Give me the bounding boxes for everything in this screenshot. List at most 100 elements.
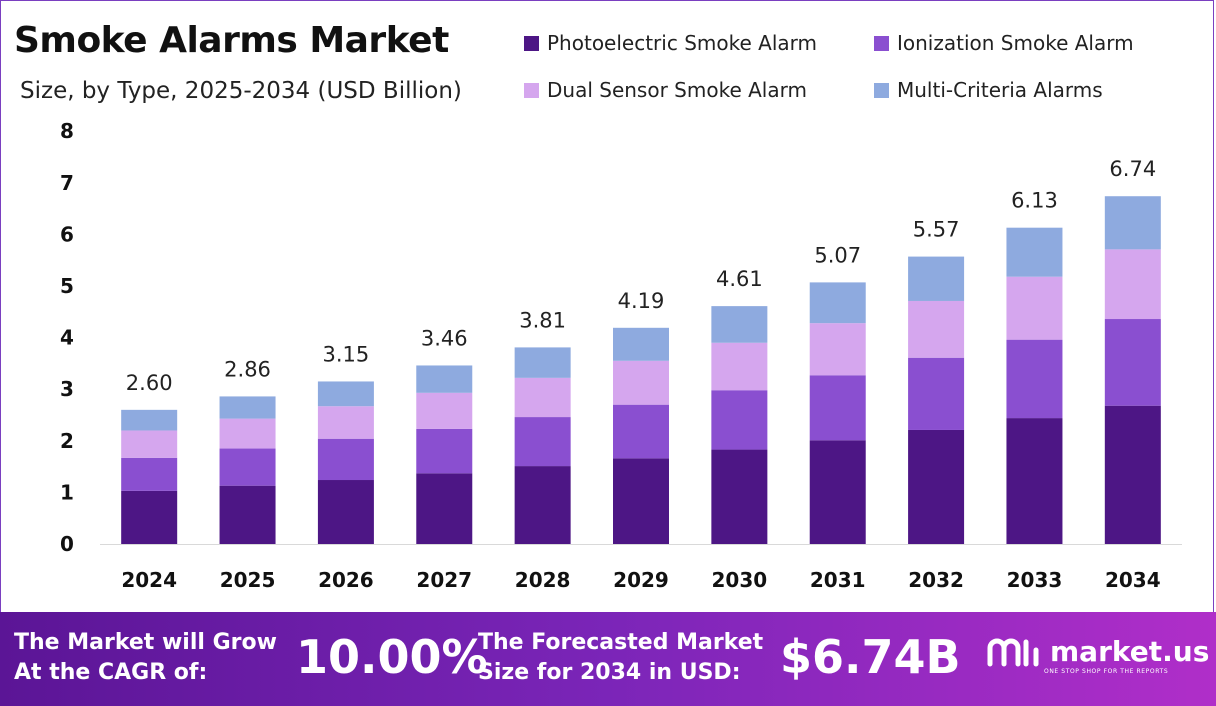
x-tick-label: 2032: [908, 568, 964, 592]
chart-title: Smoke Alarms Market: [14, 20, 449, 61]
forecast-label: The Forecasted Market Size for 2034 in U…: [478, 628, 763, 688]
bar-segment: [1006, 418, 1063, 544]
bar-segment: [613, 327, 669, 361]
forecast-label-line2: Size for 2034 in USD:: [478, 660, 741, 685]
total-data-label: 4.19: [618, 289, 665, 313]
bar-segment: [514, 347, 571, 378]
bar-segment: [416, 392, 473, 429]
x-tick-label: 2024: [121, 568, 177, 592]
bar-segment: [219, 485, 276, 544]
logo-tagline: ONE STOP SHOP FOR THE REPORTS: [1044, 668, 1169, 675]
market-us-logo-icon: [987, 638, 1039, 667]
bar-segment: [317, 381, 374, 407]
bar-segment: [711, 449, 768, 544]
y-tick-label: 5: [60, 274, 74, 298]
bar-segment: [613, 458, 669, 544]
x-tick-label: 2028: [515, 568, 571, 592]
bar-segment: [908, 256, 965, 301]
x-tick-label: 2029: [613, 568, 669, 592]
y-tick-label: 8: [60, 119, 74, 143]
bar-segment: [121, 430, 178, 458]
bar-segment: [121, 457, 178, 491]
total-data-label: 5.57: [913, 218, 960, 242]
y-tick-label: 7: [60, 171, 74, 195]
total-data-label: 3.81: [519, 308, 566, 332]
legend-item-multi-criteria: Multi-Criteria Alarms: [874, 78, 1103, 102]
y-tick-label: 4: [60, 326, 74, 350]
bar-segment: [809, 282, 866, 324]
bar-segment: [514, 466, 571, 544]
x-tick-label: 2033: [1007, 568, 1063, 592]
legend-swatch: [874, 82, 889, 98]
legend-item-ionization: Ionization Smoke Alarm: [874, 31, 1134, 55]
bar-segment: [613, 360, 669, 405]
bar-segment: [317, 480, 374, 544]
forecast-label-line1: The Forecasted Market: [478, 630, 764, 655]
legend-label: Ionization Smoke Alarm: [897, 31, 1134, 55]
x-tick-label: 2027: [416, 568, 472, 592]
bar-segment: [1104, 319, 1161, 406]
bar-segment: [317, 406, 374, 439]
total-data-label: 6.74: [1109, 157, 1156, 181]
stacked-bar-chart: 0 1 2 3 4 5 6 7 8 2.60 2024 2.86 2025 3.15 2026 3.46 202…: [60, 119, 1182, 592]
x-tick-label: 2034: [1105, 568, 1161, 592]
forecast-value: $6.74B: [780, 630, 961, 684]
legend-label: Multi-Criteria Alarms: [897, 78, 1103, 102]
bar-segment: [514, 377, 571, 418]
total-data-label: 3.46: [421, 326, 468, 350]
cagr-value: 10.00%: [296, 630, 488, 684]
bar-segment: [1006, 227, 1063, 277]
legend-swatch: [524, 35, 539, 51]
bar-segment: [711, 306, 768, 343]
bar-segment: [613, 404, 669, 459]
y-tick-label: 2: [60, 429, 74, 453]
legend-swatch: [524, 82, 539, 98]
x-tick-label: 2025: [220, 568, 276, 592]
cagr-label: The Market will Grow At the CAGR of:: [14, 628, 277, 688]
bar-segment: [514, 417, 571, 467]
y-tick-label: 1: [60, 480, 74, 504]
legend-label: Photoelectric Smoke Alarm: [547, 31, 817, 55]
bar-segment: [121, 490, 178, 544]
bar-segment: [1006, 276, 1063, 340]
bar-segment: [1104, 405, 1161, 544]
y-tick-label: 3: [60, 377, 74, 401]
bar-segment: [416, 428, 473, 474]
bar-segment: [416, 365, 473, 393]
total-data-label: 2.86: [224, 357, 271, 381]
bar-segment: [219, 396, 276, 419]
market-us-logo[interactable]: market.us ONE STOP SHOP FOR THE REPORTS: [986, 634, 1210, 675]
chart-subtitle: Size, by Type, 2025-2034 (USD Billion): [20, 78, 462, 104]
total-data-label: 3.15: [323, 342, 370, 366]
bar-segment: [711, 342, 768, 391]
summary-banner: The Market will Grow At the CAGR of: 10.…: [0, 612, 1216, 706]
bar-segment: [121, 409, 178, 431]
bar-segment: [908, 429, 965, 544]
bar-segment: [809, 440, 866, 544]
bar-segment: [317, 438, 374, 481]
bar-segment: [416, 473, 473, 544]
total-data-label: 5.07: [814, 243, 861, 267]
total-data-label: 2.60: [126, 371, 173, 395]
bar-segment: [908, 300, 965, 358]
y-tick-label: 0: [60, 532, 74, 556]
bar-segment: [809, 323, 866, 376]
bar-segment: [219, 418, 276, 449]
logo-wordmark: market.us: [1050, 635, 1210, 668]
bar-segment: [1104, 249, 1161, 320]
x-tick-label: 2031: [810, 568, 866, 592]
cagr-label-line2: At the CAGR of:: [14, 660, 208, 685]
total-data-label: 6.13: [1011, 189, 1058, 213]
bar-segment: [1104, 196, 1161, 250]
legend-swatch: [874, 35, 889, 51]
bar-segment: [219, 448, 276, 486]
y-tick-label: 6: [60, 222, 74, 246]
bar-segment: [1006, 339, 1063, 419]
total-data-label: 4.61: [716, 267, 763, 291]
x-tick-label: 2030: [712, 568, 768, 592]
legend-item-photoelectric: Photoelectric Smoke Alarm: [524, 31, 817, 55]
bar-segment: [711, 390, 768, 450]
legend-item-dual-sensor: Dual Sensor Smoke Alarm: [524, 78, 807, 102]
cagr-label-line1: The Market will Grow: [14, 630, 277, 655]
legend-label: Dual Sensor Smoke Alarm: [547, 78, 807, 102]
